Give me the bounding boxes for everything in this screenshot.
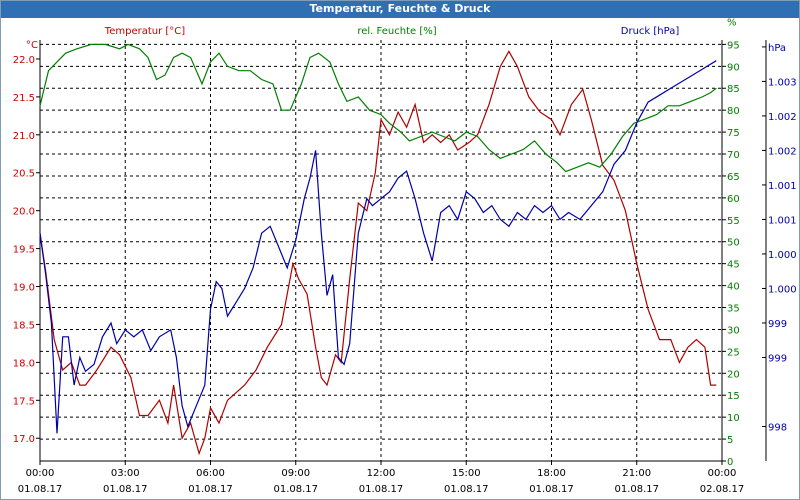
x-tick-time: 06:00	[196, 468, 225, 479]
middle-tick-label: 10	[727, 413, 740, 424]
x-tick-time: 18:00	[537, 468, 566, 479]
right-tick-label: 1.003	[768, 77, 797, 88]
middle-tick-label: 75	[727, 128, 740, 139]
left-tick-label: 21.5	[13, 93, 35, 104]
left-tick-label: 17.5	[13, 396, 35, 407]
left-axis-title: Temperatur [°C]	[104, 26, 185, 37]
right-tick-label: 1.001	[768, 215, 797, 226]
middle-tick-label: 0	[727, 457, 733, 468]
middle-tick-label: 20	[727, 369, 740, 380]
x-tick-date: 01.08.17	[103, 484, 148, 495]
right-tick-label: hPa	[768, 43, 786, 54]
middle-tick-label: 65	[727, 172, 740, 183]
right-axis-title: Druck [hPa]	[621, 26, 680, 37]
right-tick-label: 1.000	[768, 250, 797, 261]
middle-tick-label: 55	[727, 216, 740, 227]
x-tick-time: 00:00	[708, 468, 737, 479]
middle-tick-label: %	[727, 17, 737, 28]
middle-tick-label: 80	[727, 106, 740, 117]
right-tick-label: 1.002	[768, 146, 797, 157]
chart-title: Temperatur, Feuchte & Druck	[0, 0, 800, 18]
middle-tick-label: 60	[727, 194, 740, 205]
right-tick-label: 999	[768, 353, 787, 364]
middle-tick-label: 35	[727, 304, 740, 315]
left-tick-label: 18.5	[13, 320, 35, 331]
middle-tick-label: 45	[727, 260, 740, 271]
left-tick-label: 19.0	[13, 283, 35, 294]
left-tick-label: 19.5	[13, 245, 35, 256]
x-tick-time: 21:00	[622, 468, 651, 479]
right-tick-label: 1.000	[768, 284, 797, 295]
middle-tick-label: 40	[727, 282, 740, 293]
series-line-right	[39, 60, 717, 434]
middle-tick-label: 85	[727, 84, 740, 95]
x-tick-date: 02.08.17	[700, 484, 745, 495]
left-axis-unit: °C	[26, 40, 38, 51]
x-tick-time: 03:00	[111, 468, 140, 479]
middle-tick-label: 70	[727, 150, 740, 161]
left-tick-label: 20.0	[13, 207, 35, 218]
middle-tick-label: 95	[727, 40, 740, 51]
middle-tick-label: 25	[727, 347, 740, 358]
x-tick-time: 09:00	[281, 468, 310, 479]
right-tick-label: 998	[768, 422, 787, 433]
x-tick-date: 01.08.17	[359, 484, 404, 495]
x-tick-time: 12:00	[367, 468, 396, 479]
middle-tick-label: 15	[727, 391, 740, 402]
left-tick-label: 20.5	[13, 169, 35, 180]
series-line-middle	[39, 43, 717, 173]
middle-tick-label: 90	[727, 62, 740, 73]
series-line-left	[39, 50, 717, 456]
right-tick-label: 999	[768, 319, 787, 330]
x-tick-date: 01.08.17	[529, 484, 574, 495]
middle-tick-label: 50	[727, 238, 740, 249]
middle-tick-label: 30	[727, 325, 740, 336]
left-tick-label: 22.0	[13, 55, 35, 66]
middle-tick-label: 5	[727, 435, 733, 446]
x-tick-date: 01.08.17	[18, 484, 63, 495]
x-tick-time: 15:00	[452, 468, 481, 479]
x-tick-date: 01.08.17	[444, 484, 489, 495]
x-tick-date: 01.08.17	[614, 484, 659, 495]
x-tick-date: 01.08.17	[188, 484, 233, 495]
right-tick-label: 1.001	[768, 181, 797, 192]
x-tick-time: 00:00	[26, 468, 55, 479]
left-tick-label: 21.0	[13, 131, 35, 142]
right-tick-label: 1.002	[768, 112, 797, 123]
middle-axis-title: rel. Feuchte [%]	[357, 26, 436, 37]
left-tick-label: 17.0	[13, 434, 35, 445]
left-tick-label: 18.0	[13, 358, 35, 369]
x-tick-date: 01.08.17	[273, 484, 318, 495]
